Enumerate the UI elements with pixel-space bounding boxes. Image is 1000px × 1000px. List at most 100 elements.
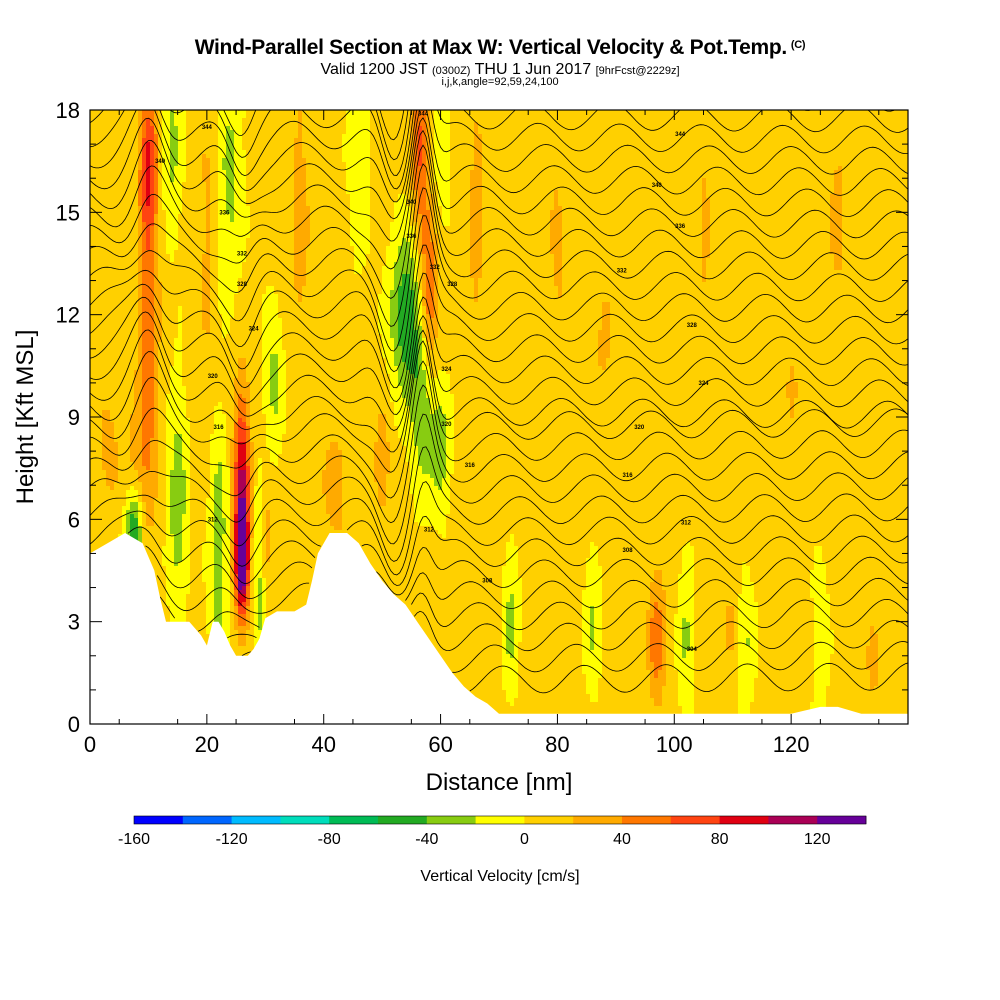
w-field-cell	[650, 618, 655, 663]
w-field-cell	[822, 562, 827, 719]
w-field-cell	[702, 282, 707, 724]
w-field-cell	[202, 254, 207, 331]
w-field-cell	[726, 110, 731, 607]
w-field-cell	[274, 354, 279, 415]
w-field-cell	[374, 442, 379, 483]
w-field-cell	[450, 474, 455, 724]
w-field-cell	[562, 110, 567, 724]
w-field-cell	[402, 194, 407, 239]
w-field-cell	[302, 286, 307, 724]
isentrope-label: 344	[418, 111, 429, 117]
w-field-cell	[270, 462, 275, 724]
w-field-cell	[686, 650, 691, 724]
w-field-cell	[166, 394, 171, 607]
w-field-cell	[278, 454, 283, 724]
w-field-cell	[846, 110, 851, 724]
w-field-cell	[202, 110, 207, 155]
colorbar-segment	[670, 816, 720, 824]
w-field-cell	[650, 662, 655, 699]
w-field-cell	[242, 602, 247, 615]
w-field-cell	[182, 386, 187, 471]
w-field-cell	[570, 110, 575, 724]
w-field-cell	[322, 470, 327, 495]
w-field-cell	[450, 394, 455, 475]
terrain-mask	[90, 533, 908, 724]
isentrope-label: 316	[623, 473, 634, 479]
w-field-cell	[478, 278, 483, 724]
w-field-cell	[462, 110, 467, 724]
isentrope-label: 304	[687, 647, 698, 653]
w-field-cell	[398, 346, 403, 387]
w-field-cell	[818, 110, 823, 547]
w-field-cell	[790, 110, 795, 367]
w-field-cell	[226, 110, 231, 127]
w-field-cell	[442, 538, 447, 724]
w-field-cell	[266, 286, 271, 451]
w-field-cell	[702, 178, 707, 283]
w-field-cell	[894, 110, 899, 724]
isentrope-labels: 344 340 336 332 328 324 320 316 312 344 340 336 332 3…	[155, 111, 709, 653]
w-field-cell	[106, 410, 111, 487]
isentrope-line	[90, 163, 908, 327]
isentrope-line	[90, 340, 908, 473]
w-field-cell	[330, 442, 335, 527]
w-field-cell	[246, 606, 251, 631]
isentrope-label: 312	[681, 521, 692, 527]
w-field-cell	[762, 110, 767, 724]
w-field-cell	[242, 422, 247, 443]
w-field-cell	[142, 466, 147, 503]
w-field-cell	[426, 366, 431, 399]
w-field-cell	[114, 442, 119, 483]
w-field-cell	[214, 474, 219, 639]
w-field-cell	[890, 110, 895, 724]
w-field-cell	[794, 398, 799, 724]
isentrope-label: 316	[465, 463, 476, 469]
w-field-cell	[242, 262, 247, 359]
chart-subtitle: Valid 1200 JST (0300Z) THU 1 Jun 2017 [9…	[0, 61, 1000, 79]
valid-time-utc: (0300Z)	[431, 65, 471, 77]
isentrope-line	[127, 515, 908, 586]
y-tick-label: 9	[68, 405, 80, 430]
isentrope-label: 344	[202, 125, 213, 131]
w-field-cell	[478, 110, 483, 135]
w-field-cell	[454, 110, 459, 724]
w-field-cell	[426, 474, 431, 527]
w-field-cell	[606, 110, 611, 303]
w-field-cell	[426, 526, 431, 724]
w-field-cell	[398, 194, 403, 247]
w-field-cell	[246, 522, 251, 571]
isentrope-line	[223, 110, 896, 161]
w-field-cell	[106, 110, 111, 411]
w-field-cell	[202, 542, 207, 583]
w-field-cell	[386, 374, 391, 443]
w-field-cell	[230, 318, 235, 439]
w-field-cell	[170, 534, 175, 647]
w-field-cell	[338, 450, 343, 531]
w-field-cell	[226, 126, 231, 215]
w-field-cell	[114, 110, 119, 443]
w-field-cell	[138, 170, 143, 207]
w-field-cell	[414, 110, 419, 191]
w-field-cell	[386, 246, 391, 375]
w-field-cell	[102, 110, 107, 411]
w-field-cell	[778, 110, 783, 724]
colorbar-tick-label: 120	[804, 831, 831, 848]
w-field-cell	[886, 110, 891, 724]
w-field-cell	[262, 110, 267, 295]
colorbar: -160 -120 -80 -40 0 40 80 120	[118, 815, 867, 848]
w-field-cell	[518, 578, 523, 643]
w-field-cell	[830, 630, 835, 655]
isentrope-line	[90, 110, 908, 190]
chart-title-text: Wind-Parallel Section at Max W: Vertical…	[194, 36, 788, 59]
w-field-cell	[346, 110, 351, 195]
w-field-cell	[182, 514, 187, 663]
w-field-cell	[514, 546, 519, 699]
w-field-cell	[574, 110, 579, 724]
w-field-cell	[678, 110, 683, 575]
isentrope-line	[90, 446, 908, 562]
w-field-cell	[238, 614, 243, 627]
w-field-cell	[110, 422, 115, 491]
colorbar-segment	[231, 816, 281, 824]
w-field-cell	[222, 110, 227, 159]
w-field-cell	[650, 698, 655, 724]
